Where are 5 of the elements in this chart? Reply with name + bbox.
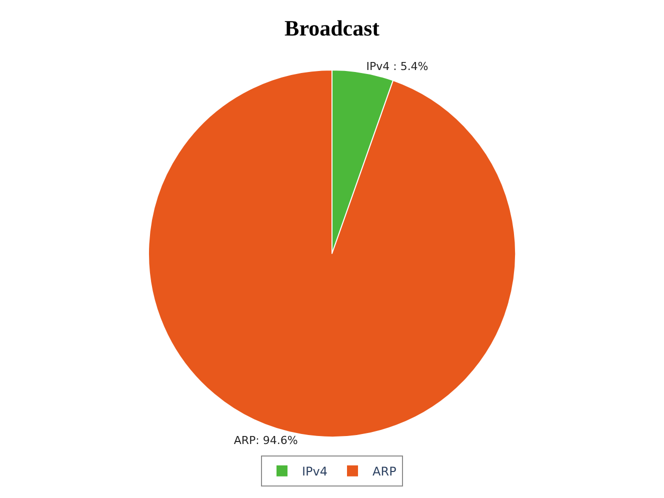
legend-label: ARP bbox=[372, 464, 396, 479]
data-label: IPv4 : 5.4% bbox=[366, 60, 428, 73]
chart-title: Broadcast bbox=[284, 15, 380, 40]
legend-label: IPv4 bbox=[302, 464, 328, 479]
data-label: ARP: 94.6% bbox=[234, 434, 298, 448]
